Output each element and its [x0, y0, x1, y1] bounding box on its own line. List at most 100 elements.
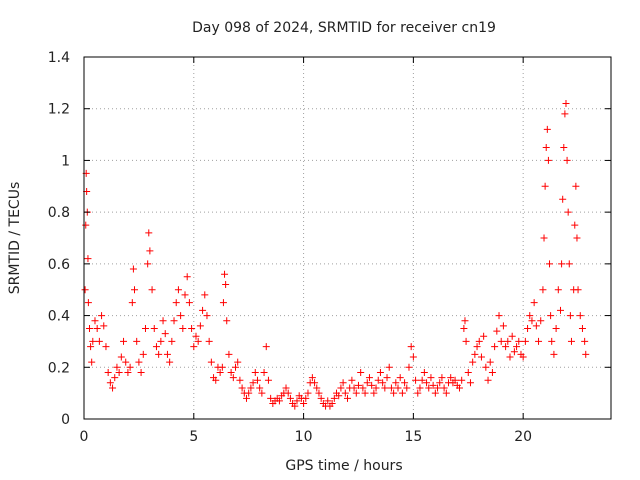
data-point [223, 317, 231, 325]
data-point [148, 286, 156, 294]
data-point [578, 325, 586, 332]
data-point [466, 379, 474, 387]
data-point [374, 376, 382, 384]
data-point [284, 389, 292, 397]
data-point [352, 389, 360, 397]
data-point [394, 384, 402, 392]
data-point [188, 325, 196, 332]
data-point [543, 125, 551, 133]
data-point [530, 299, 538, 307]
data-point [484, 376, 492, 384]
grid-lines [84, 57, 611, 419]
data-point [172, 299, 180, 307]
data-point [547, 312, 555, 320]
data-point [196, 322, 204, 330]
data-point [502, 343, 510, 351]
data-point [519, 353, 527, 361]
y-tick-label: 1.4 [48, 50, 70, 66]
data-point [218, 363, 226, 371]
data-point [308, 374, 316, 382]
data-point [473, 343, 481, 351]
data-point [461, 317, 469, 325]
data-point [425, 384, 433, 392]
data-point [401, 379, 409, 387]
data-point [131, 286, 139, 294]
data-point [124, 368, 132, 376]
data-point [251, 368, 259, 376]
data-point [150, 325, 158, 332]
data-point [513, 343, 521, 351]
data-point [93, 325, 101, 332]
data-point [480, 332, 488, 340]
data-point [341, 389, 349, 397]
data-point [168, 337, 176, 345]
data-point [179, 325, 187, 332]
data-point [183, 273, 191, 281]
data-point [144, 260, 152, 268]
data-point [95, 337, 103, 345]
data-point [157, 337, 165, 345]
data-point [398, 389, 406, 397]
data-point [488, 368, 496, 376]
data-point [205, 337, 213, 345]
data-point [348, 376, 356, 384]
data-point [363, 379, 371, 387]
x-tick-label: 0 [80, 429, 89, 445]
data-point [242, 394, 250, 402]
data-point [537, 317, 545, 325]
data-point [227, 368, 235, 376]
data-point [365, 374, 373, 382]
data-point [85, 325, 93, 332]
data-point [104, 368, 112, 376]
data-point [212, 376, 220, 384]
data-point [81, 286, 89, 294]
data-point [253, 376, 261, 384]
data-point [245, 389, 253, 397]
data-point [405, 363, 413, 371]
data-point [84, 299, 92, 307]
data-point [510, 348, 518, 356]
y-tick-label: 0.8 [48, 205, 70, 221]
data-point [293, 397, 301, 405]
data-point [166, 358, 174, 366]
data-point [221, 270, 229, 278]
data-point [506, 353, 514, 361]
data-point [117, 353, 125, 361]
data-point [249, 379, 257, 387]
data-point [469, 358, 477, 366]
data-point [339, 379, 347, 387]
data-point [447, 374, 455, 382]
data-point [129, 265, 137, 273]
data-point [89, 337, 97, 345]
data-point [192, 332, 200, 340]
data-point [361, 389, 369, 397]
data-point [181, 291, 189, 299]
data-point [521, 337, 529, 345]
data-point [464, 368, 472, 376]
data-point [423, 379, 431, 387]
data-point [460, 325, 468, 332]
data-point [155, 350, 163, 358]
data-point [451, 376, 459, 384]
y-tick-label: 1 [61, 153, 70, 169]
data-point [550, 350, 558, 358]
data-point [234, 358, 242, 366]
data-point [304, 389, 312, 397]
data-point [174, 286, 182, 294]
data-point [436, 379, 444, 387]
data-point [381, 384, 389, 392]
data-point [275, 397, 283, 405]
data-point [87, 343, 95, 351]
data-point [185, 299, 193, 307]
data-point [370, 389, 378, 397]
data-point [532, 322, 540, 330]
data-point [482, 363, 490, 371]
data-point [540, 234, 548, 242]
data-point [190, 343, 198, 351]
data-point [368, 381, 376, 389]
data-point [475, 337, 483, 345]
data-point [396, 374, 404, 382]
y-tick-label: 0.4 [48, 309, 70, 325]
data-point [486, 358, 494, 366]
data-point [256, 384, 264, 392]
